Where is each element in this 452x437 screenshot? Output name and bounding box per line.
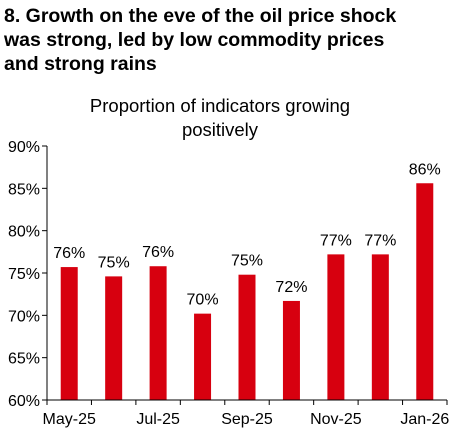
headline-line-1: 8. Growth on the eve of the oil price sh… — [4, 5, 397, 27]
y-tick-label: 60% — [8, 393, 40, 410]
y-tick-label: 80% — [8, 224, 40, 241]
bar — [194, 313, 212, 400]
y-tick-label: 90% — [8, 139, 40, 156]
data-label: 72% — [275, 279, 307, 296]
bar — [416, 183, 434, 400]
data-label: 86% — [409, 161, 441, 178]
bars — [60, 183, 434, 400]
bar — [282, 300, 300, 400]
headline: 8. Growth on the eve of the oil price sh… — [4, 4, 450, 76]
y-tick-label: 70% — [8, 308, 40, 325]
headline-line-2: was strong, led by low commodity prices — [4, 29, 385, 51]
bar — [105, 276, 123, 400]
y-tick-label: 65% — [8, 351, 40, 368]
x-tick-label: Jan-26 — [400, 411, 449, 428]
headline-line-3: and strong rains — [4, 53, 157, 75]
bar — [149, 266, 167, 400]
data-label: 75% — [98, 254, 130, 271]
data-label: 76% — [142, 244, 174, 261]
data-label: 77% — [364, 232, 396, 249]
x-axis: May-25 Jul-25 Sep-25 Nov-25 Jan-26 — [43, 399, 449, 428]
y-tick-label: 85% — [8, 181, 40, 198]
x-tick-label: Sep-25 — [221, 411, 273, 428]
bar — [327, 254, 345, 400]
bar — [371, 254, 389, 400]
bar — [238, 274, 256, 400]
y-tick-label: 75% — [8, 266, 40, 283]
x-tick-label: Jul-25 — [136, 411, 180, 428]
data-label: 76% — [53, 245, 85, 262]
y-axis: 60% 65% 70% 75% 80% 85% 90% — [8, 139, 48, 410]
data-label: 70% — [187, 292, 219, 309]
data-label: 75% — [231, 253, 263, 270]
data-labels: 76% 75% 76% 70% 75% 72% 77% 77% 86% — [53, 161, 441, 308]
data-label: 77% — [320, 232, 352, 249]
chart-title-line-1: Proportion of indicators growing — [89, 95, 351, 116]
chart-title-line-2: positively — [181, 119, 259, 140]
x-tick-label: May-25 — [43, 411, 96, 428]
chart-title: Proportion of indicators growing positiv… — [30, 94, 410, 142]
bar — [60, 267, 78, 400]
x-tick-label: Nov-25 — [310, 411, 362, 428]
